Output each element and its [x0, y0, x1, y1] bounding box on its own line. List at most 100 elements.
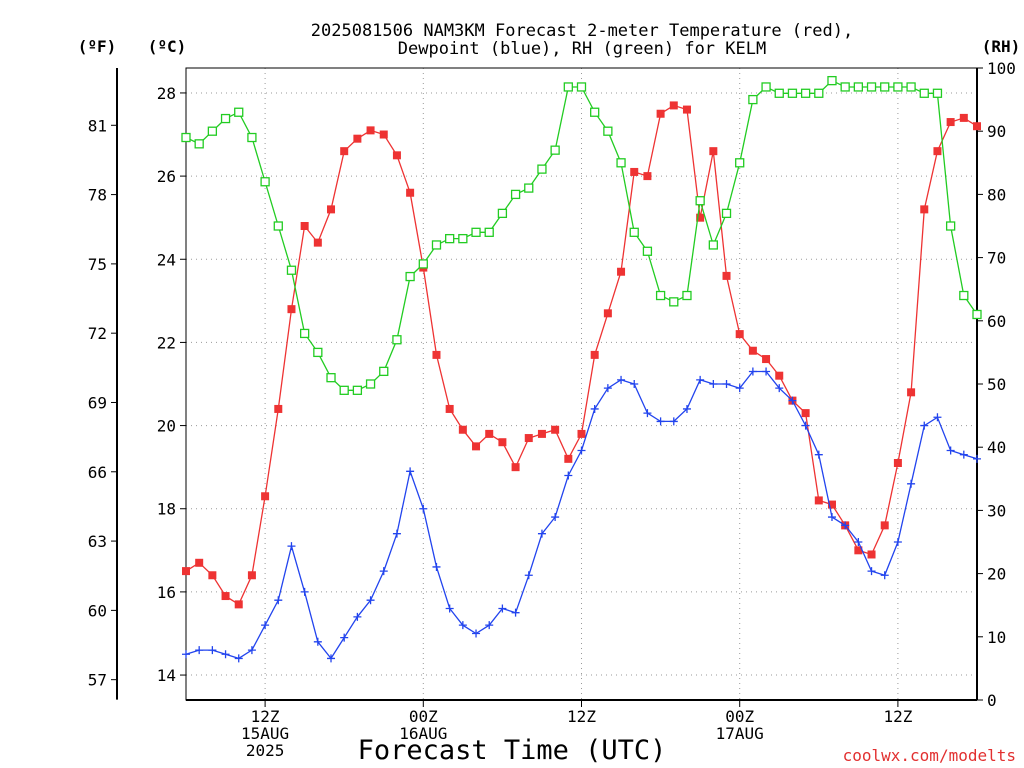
data-point-rh [234, 107, 244, 117]
data-point-dewpoint [880, 571, 889, 580]
data-point-rh [787, 88, 798, 98]
rh-tick-label: 50 [987, 375, 1006, 394]
data-point-rh [774, 88, 784, 98]
data-point-temperature [827, 500, 836, 509]
data-point-rh [418, 259, 428, 269]
data-point-rh [260, 177, 270, 187]
data-point-rh [299, 328, 310, 339]
data-point-dewpoint [406, 467, 415, 476]
data-point-dewpoint [247, 646, 256, 655]
data-point-temperature [564, 454, 573, 463]
data-point-rh [603, 126, 613, 136]
data-point-rh [207, 126, 218, 136]
data-point-rh [827, 75, 837, 86]
data-point-temperature [907, 388, 916, 397]
data-point-dewpoint [327, 654, 336, 663]
data-point-rh [563, 82, 573, 92]
celsius-tick-label: 28 [157, 84, 176, 103]
data-point-temperature [617, 267, 626, 276]
x-tick-label: 12Z [883, 707, 912, 726]
data-point-temperature [933, 147, 942, 156]
series-temperature [182, 101, 981, 609]
data-point-rh [220, 113, 231, 124]
rh-axis-unit: (RH) [982, 37, 1021, 56]
data-point-rh [616, 158, 626, 168]
data-point-rh [840, 82, 850, 92]
celsius-tick-label: 14 [157, 666, 176, 685]
data-point-temperature [590, 350, 599, 359]
data-point-dewpoint [313, 637, 322, 646]
data-point-rh [945, 221, 956, 231]
fahrenheit-axis-unit: (ºF) [78, 37, 117, 56]
data-point-dewpoint [432, 562, 441, 571]
data-point-rh [524, 183, 534, 193]
data-point-rh [893, 82, 903, 92]
celsius-tick-label: 16 [157, 583, 176, 602]
data-point-rh [431, 240, 442, 250]
data-point-temperature [880, 521, 889, 530]
data-point-temperature [656, 109, 665, 118]
data-point-dewpoint [827, 513, 836, 522]
data-point-dewpoint [603, 384, 612, 393]
celsius-tick-label: 22 [157, 333, 176, 352]
fahrenheit-tick-label: 72 [88, 324, 107, 343]
data-point-dewpoint [682, 404, 691, 413]
data-point-dewpoint [814, 450, 823, 459]
data-point-temperature [696, 213, 705, 222]
data-point-temperature [287, 305, 296, 314]
chart-title: 2025081506 NAM3KM Forecast 2-meter Tempe… [311, 21, 853, 59]
data-point-rh [748, 94, 758, 105]
rh-tick-label: 70 [987, 249, 1006, 268]
rh-tick-label: 60 [987, 312, 1006, 331]
data-point-dewpoint [392, 529, 401, 538]
data-point-rh [932, 88, 943, 98]
data-series [181, 75, 982, 663]
celsius-axis-unit: (ºC) [148, 37, 187, 56]
data-point-dewpoint [195, 646, 204, 655]
rh-tick-label: 40 [987, 438, 1006, 457]
data-point-dewpoint [801, 421, 810, 430]
celsius-tick-label: 24 [157, 250, 176, 269]
rh-tick-label: 10 [987, 628, 1006, 647]
credit-text: coolwx.com/modelts [843, 746, 1016, 765]
data-point-rh [695, 196, 705, 206]
data-point-temperature [353, 134, 362, 143]
data-point-temperature [261, 492, 270, 501]
data-point-dewpoint [340, 633, 349, 642]
data-point-dewpoint [472, 629, 481, 638]
x-tick-label: 16AUG [399, 724, 447, 743]
rh-tick-label: 90 [987, 122, 1006, 141]
fahrenheit-tick-label: 69 [88, 393, 107, 412]
series-rh [181, 75, 982, 395]
data-point-rh [352, 385, 363, 395]
axes: 14 16 18 20 22 24 26 28 57 60 63 66 69 72 75 78 81 0 10 20 3… [88, 59, 1016, 760]
data-point-rh [326, 373, 336, 383]
data-point-temperature [722, 271, 731, 280]
data-point-rh [365, 379, 376, 389]
data-point-temperature [551, 425, 560, 434]
data-point-temperature [946, 118, 955, 127]
data-point-temperature [577, 429, 586, 438]
data-point-rh [471, 227, 481, 237]
x-axis-title: Forecast Time (UTC) [358, 735, 667, 766]
data-point-dewpoint [893, 538, 902, 546]
data-point-dewpoint [973, 454, 981, 463]
data-point-rh [814, 88, 824, 98]
data-point-dewpoint [379, 567, 388, 576]
data-point-rh [510, 189, 521, 200]
data-point-dewpoint [735, 384, 744, 393]
data-point-rh [880, 82, 890, 92]
x-tick-label: 12Z [251, 707, 280, 726]
data-point-dewpoint [867, 567, 876, 576]
data-point-dewpoint [577, 446, 586, 455]
data-point-dewpoint [920, 421, 929, 430]
data-point-rh [181, 132, 191, 143]
data-point-dewpoint [445, 604, 454, 613]
data-point-dewpoint [564, 471, 573, 480]
data-point-temperature [801, 409, 810, 418]
x-tick-label: 17AUG [716, 724, 764, 743]
data-point-dewpoint [458, 621, 467, 630]
data-point-dewpoint [709, 380, 718, 388]
data-point-temperature [432, 350, 441, 359]
